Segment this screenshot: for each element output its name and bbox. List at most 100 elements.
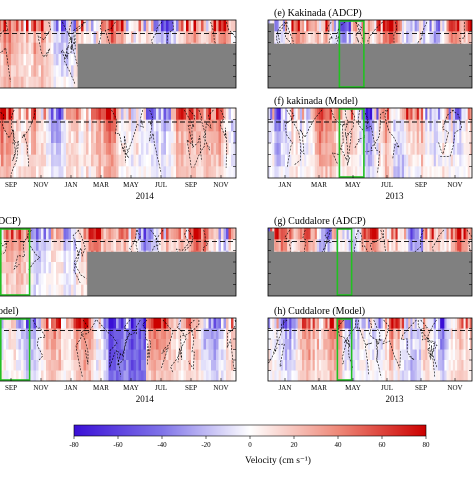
velocity-cell <box>1 273 5 286</box>
velocity-cell <box>331 166 335 178</box>
velocity-cell <box>469 131 472 144</box>
contour-line <box>0 21 11 82</box>
velocity-cell <box>111 119 115 132</box>
velocity-cell <box>297 318 301 330</box>
velocity-cell <box>319 360 322 372</box>
velocity-cell <box>136 154 140 167</box>
velocity-cell <box>452 339 456 351</box>
velocity-cell <box>16 370 20 381</box>
velocity-cell <box>285 318 288 330</box>
contour-line <box>176 229 193 274</box>
velocity-cell <box>293 154 297 167</box>
velocity-cell <box>158 349 162 361</box>
velocity-cell <box>387 166 390 178</box>
velocity-cell <box>201 20 205 32</box>
velocity-cell <box>176 143 180 156</box>
velocity-cell <box>38 239 42 252</box>
velocity-cell <box>121 143 125 156</box>
velocity-cell <box>48 154 52 167</box>
velocity-cell <box>429 143 433 156</box>
velocity-cell <box>270 131 273 144</box>
velocity-cell <box>138 328 142 340</box>
velocity-cell <box>333 360 337 372</box>
velocity-cell <box>121 31 125 44</box>
velocity-cell <box>66 166 70 178</box>
velocity-cell <box>191 166 195 178</box>
velocity-cell <box>467 131 471 144</box>
velocity-cell <box>329 131 333 144</box>
velocity-cell <box>399 360 403 372</box>
velocity-cell <box>208 166 212 178</box>
velocity-cell <box>321 154 324 167</box>
velocity-cell <box>401 119 405 132</box>
velocity-cell <box>344 339 348 351</box>
velocity-cell <box>161 360 165 372</box>
velocity-cell <box>395 20 399 32</box>
velocity-cell <box>384 318 388 330</box>
velocity-cell <box>421 131 424 144</box>
velocity-cell <box>31 166 35 178</box>
velocity-cell <box>463 239 467 252</box>
velocity-cell <box>312 349 316 361</box>
velocity-cell <box>416 31 420 44</box>
velocity-cell <box>280 228 284 240</box>
velocity-cell <box>399 370 403 381</box>
velocity-cell <box>126 318 130 330</box>
velocity-cell <box>86 31 90 44</box>
velocity-cell <box>121 228 125 240</box>
velocity-cell <box>61 154 65 167</box>
velocity-cell <box>33 65 37 78</box>
velocity-cell <box>399 119 403 132</box>
velocity-cell <box>444 339 448 351</box>
velocity-cell <box>18 65 22 78</box>
velocity-cell <box>435 154 439 167</box>
velocity-cell <box>359 360 363 372</box>
velocity-cell <box>18 250 22 263</box>
velocity-cell <box>111 228 115 240</box>
velocity-cell <box>18 262 22 274</box>
velocity-cell <box>331 31 335 44</box>
velocity-cell <box>312 318 316 330</box>
velocity-cell <box>151 31 155 44</box>
velocity-cell <box>323 119 326 132</box>
velocity-cell <box>181 328 185 340</box>
velocity-cell <box>226 349 230 361</box>
velocity-cell <box>452 20 456 32</box>
velocity-cell <box>344 360 348 372</box>
velocity-cell <box>6 250 10 263</box>
velocity-cell <box>442 370 445 381</box>
velocity-cell <box>467 370 471 381</box>
velocity-cell <box>103 370 107 381</box>
velocity-cell <box>308 228 312 240</box>
velocity-cell <box>138 143 142 156</box>
velocity-cell <box>455 370 458 381</box>
velocity-cell <box>389 31 392 44</box>
velocity-cell <box>33 131 37 144</box>
velocity-cell <box>1 108 5 121</box>
velocity-cell <box>408 228 411 240</box>
velocity-cell <box>196 318 200 330</box>
velocity-cell <box>416 143 420 156</box>
velocity-cell <box>228 119 232 132</box>
velocity-cell <box>389 360 392 372</box>
velocity-cell <box>93 108 97 121</box>
velocity-cell <box>299 360 303 372</box>
velocity-cell <box>13 54 17 66</box>
velocity-cell <box>53 108 57 121</box>
velocity-cell <box>272 360 275 372</box>
velocity-cell <box>378 108 382 121</box>
velocity-cell <box>270 108 273 121</box>
velocity-cell <box>276 131 280 144</box>
velocity-cell <box>93 143 97 156</box>
velocity-cell <box>414 131 418 144</box>
velocity-cell <box>289 20 292 32</box>
velocity-cell <box>291 108 295 121</box>
velocity-cell <box>325 166 329 178</box>
velocity-cell <box>370 131 373 144</box>
velocity-cell <box>393 349 397 361</box>
velocity-cell <box>68 42 72 55</box>
velocity-cell <box>0 42 2 55</box>
velocity-cell <box>8 31 12 44</box>
velocity-cell <box>113 349 117 361</box>
velocity-cell <box>213 108 217 121</box>
